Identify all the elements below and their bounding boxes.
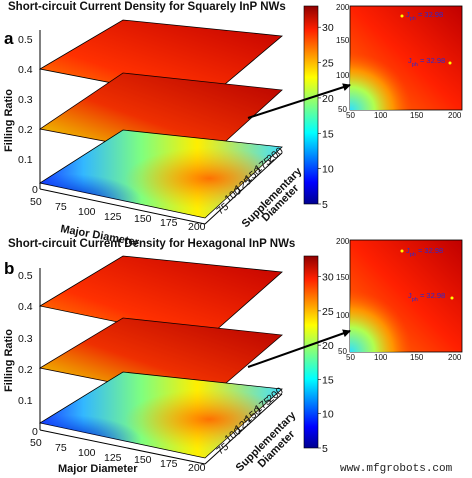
inset-x-tick: 100 [374, 353, 388, 362]
inset-y-tick: 150 [336, 273, 350, 282]
panel-a-slice-middle-shade [40, 73, 282, 160]
panel-a-z-ticks: 0.5 0.4 0.3 0.2 0.1 0 [18, 34, 38, 196]
z-tick: 0.3 [18, 333, 33, 345]
panel-a: Short-circuit Current Density for Square… [3, 1, 463, 249]
panel-b-slice-bottom [38, 371, 283, 459]
panel-b-z-label: Filling Ratio [3, 329, 15, 392]
z-tick: 0.5 [18, 34, 33, 46]
inset-x-tick: 50 [346, 111, 355, 120]
panel-b-colorbar-ticks: 5 10 15 20 25 30 [318, 272, 334, 455]
x-tick: 150 [134, 213, 152, 225]
x-tick: 125 [104, 211, 122, 223]
panel-b-z-ticks: 0.5 0.4 0.3 0.2 0.1 0 [18, 270, 38, 438]
inset-annotation-1: Jph = 32.98 [406, 10, 443, 22]
inset-x-tick: 50 [346, 353, 355, 362]
panel-b-arrow [247, 329, 351, 368]
panel-b-colorbar [303, 255, 319, 449]
x-tick: 75 [55, 442, 67, 454]
panel-a-colorbar [303, 5, 319, 205]
z-tick: 0.2 [18, 364, 33, 376]
x-tick: 200 [188, 462, 206, 474]
z-tick: 0.2 [18, 124, 33, 136]
inset-max-point [448, 61, 452, 65]
panel-b: Short-circuit Current Density for Hexago… [3, 237, 463, 475]
x-tick: 175 [160, 217, 178, 229]
z-tick: 0.4 [18, 64, 33, 76]
inset-y-tick: 150 [336, 36, 350, 45]
inset-y-tick: 50 [338, 105, 347, 114]
panel-b-base-axes [39, 268, 283, 465]
inset-x-tick: 200 [448, 111, 462, 120]
panel-a-label: a [4, 29, 14, 48]
panel-b-x-ticks: 50 75 100 125 150 175 200 [30, 437, 206, 474]
colorbar-tick-label: 15 [322, 374, 334, 386]
x-tick: 50 [30, 437, 42, 449]
colorbar-tick-label: 20 [322, 93, 334, 105]
z-tick: 0.3 [18, 94, 33, 106]
colorbar-tick-label: 5 [322, 443, 328, 455]
inset-y-tick: 100 [336, 311, 350, 320]
inset-annotation-2: Jph = 32.98 [408, 56, 445, 68]
x-tick: 125 [104, 452, 122, 464]
inset-y-tick: 50 [338, 347, 347, 356]
colorbar-tick-label: 30 [322, 272, 334, 284]
panel-a-arrow [247, 83, 351, 119]
inset-annotation-2: Jph = 32.98 [408, 291, 445, 303]
inset-max-point [450, 296, 454, 300]
panel-a-slice-bottom [38, 129, 283, 219]
panel-a-inset: 50 100 150 200 50 100 150 200 Jph = 32.9… [336, 3, 463, 120]
panel-b-label: b [4, 259, 14, 278]
panel-b-x-label: Major Diameter [58, 463, 138, 475]
x-tick: 200 [188, 221, 206, 233]
watermark: www.mfgrobots.com [340, 463, 453, 475]
colorbar-tick-label: 25 [322, 58, 334, 70]
inset-y-tick: 100 [336, 71, 350, 80]
panel-a-z-label: Filling Ratio [3, 89, 15, 152]
inset-y-tick: 200 [336, 3, 350, 12]
z-tick: 0 [32, 426, 38, 438]
x-tick: 175 [160, 458, 178, 470]
inset-y-tick: 200 [336, 237, 350, 246]
z-tick: 0.4 [18, 301, 33, 313]
panel-b-slice-middle-shade [40, 318, 282, 401]
colorbar-tick-label: 30 [322, 22, 334, 34]
panel-b-title: Short-circuit Current Density for Hexago… [8, 238, 295, 250]
colorbar-tick-label: 10 [322, 164, 334, 176]
x-tick: 100 [78, 447, 96, 459]
panel-a-title: Short-circuit Current Density for Square… [8, 1, 286, 13]
inset-x-tick: 150 [410, 111, 424, 120]
inset-max-point [400, 14, 404, 18]
panel-a-colorbar-ticks: 5 10 15 20 25 30 [318, 22, 334, 211]
panel-a-base-axes [39, 30, 283, 225]
colorbar-tick-label: 25 [322, 306, 334, 318]
z-tick: 0 [32, 184, 38, 196]
colorbar-tick-label: 15 [322, 128, 334, 140]
z-tick: 0.1 [18, 395, 33, 407]
x-tick: 100 [78, 206, 96, 218]
inset-x-tick: 200 [448, 353, 462, 362]
panel-b-inset: 50 100 150 200 50 100 150 200 Jph = 32.9… [336, 237, 463, 362]
x-tick: 150 [134, 454, 152, 466]
inset-annotation-1: Jph = 32.98 [406, 246, 443, 258]
panel-a-x-ticks: 50 75 100 125 150 175 200 [30, 196, 206, 233]
colorbar-tick-label: 5 [322, 199, 328, 211]
inset-x-tick: 150 [410, 353, 424, 362]
z-tick: 0.5 [18, 270, 33, 282]
inset-x-tick: 100 [374, 111, 388, 120]
x-tick: 50 [30, 196, 42, 208]
colorbar-tick-label: 10 [322, 409, 334, 421]
z-tick: 0.1 [18, 154, 33, 166]
inset-max-point [400, 249, 404, 253]
colorbar-tick-label: 20 [322, 340, 334, 352]
x-tick: 75 [55, 201, 67, 213]
